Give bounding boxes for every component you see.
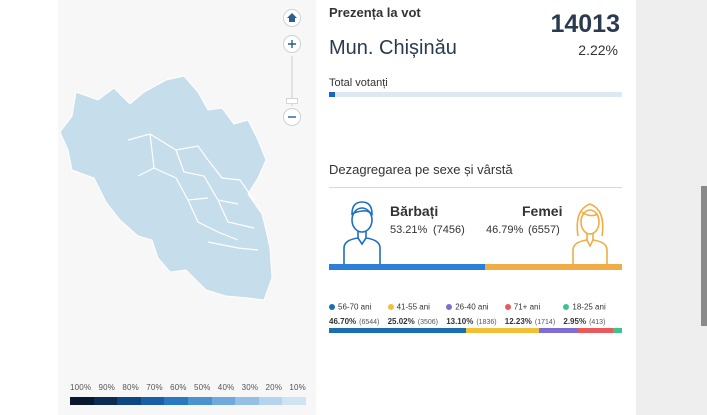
zoom-out-button[interactable] (283, 108, 301, 126)
age-share-bar (329, 328, 622, 333)
male-percent: 53.21% (390, 224, 428, 236)
female-share-segment (484, 264, 622, 270)
turnout-count: 14013 (550, 10, 620, 38)
age-group-percent: 2.95% (563, 317, 587, 327)
zoom-slider-handle[interactable] (286, 98, 298, 104)
home-icon (287, 13, 297, 22)
age-group-label: 71+ ani (513, 302, 541, 312)
minus-icon (288, 116, 296, 118)
right-gutter (636, 0, 707, 415)
age-group-count: (1714) (534, 319, 556, 327)
age-group-label: 18-25 ani (572, 302, 606, 312)
age-legend: 56-70 ani 46.70% (6544) 41-55 ani 25.02% (350… (329, 302, 622, 326)
age-share-segment (539, 328, 578, 333)
zoom-in-button[interactable] (283, 35, 301, 53)
male-label: Bărbați (390, 203, 439, 219)
age-group-item: 41-55 ani 25.02% (3506) (387, 302, 447, 327)
legend-swatch (70, 397, 94, 405)
age-group-dot-icon (563, 303, 570, 310)
stats-panel: Prezența la vot 14013 Mun. Chișinău 2.22… (316, 0, 636, 415)
scrollbar-thumb[interactable] (701, 186, 707, 326)
zoom-slider-track[interactable] (291, 56, 293, 106)
legend-label: 20% (265, 383, 283, 392)
legend-label: 50% (193, 383, 211, 392)
turnout-percent: 2.22% (578, 42, 618, 58)
map-legend: 100% 90% 80% 70% 60% 50% 40% 30% 20% 10% (70, 383, 306, 405)
male-avatar-icon (343, 201, 381, 264)
place-name: Mun. Chișinău (329, 37, 457, 59)
age-group-dot-icon (446, 303, 453, 310)
legend-swatch (93, 397, 118, 405)
age-group-label: 26-40 ani (455, 302, 489, 312)
sex-share-bar (329, 264, 622, 270)
age-group-count: (3506) (417, 319, 438, 327)
total-voters-bar (329, 92, 622, 97)
age-group-item: 18-25 ani 2.95% (413) (563, 302, 622, 326)
age-share-segment (329, 328, 466, 333)
age-group-count: (413) (589, 319, 606, 327)
turnout-label: Prezența la vot (329, 5, 421, 20)
map-panel[interactable] (58, 0, 316, 415)
age-group-percent: 12.23% (504, 317, 532, 327)
legend-swatch (235, 397, 259, 405)
age-group-percent: 13.10% (446, 317, 474, 327)
age-group-dot-icon (387, 303, 394, 310)
male-count: (7456) (433, 224, 465, 236)
home-button[interactable] (283, 9, 301, 27)
total-voters-label: Total votanți (329, 77, 388, 89)
age-share-segment (465, 328, 540, 333)
female-count: (6557) (528, 224, 560, 236)
age-group-item: 71+ ani 12.23% (1714) (504, 302, 564, 327)
legend-swatch (258, 397, 283, 405)
age-group-count: (1836) (476, 319, 497, 327)
female-avatar-icon (572, 203, 608, 264)
legend-label: 90% (98, 383, 116, 392)
legend-label: 30% (241, 383, 259, 392)
total-voters-bar-fill (329, 92, 336, 97)
legend-swatch (140, 397, 165, 405)
legend-labels: 100% 90% 80% 70% 60% 50% 40% 30% 20% 10% (70, 383, 306, 392)
legend-label: 60% (170, 383, 187, 392)
age-share-segment (613, 328, 622, 333)
age-group-item: 26-40 ani 13.10% (1836) (446, 302, 505, 326)
legend-label: 80% (122, 383, 139, 392)
age-group-item: 56-70 ani 46.70% (6544) (329, 302, 388, 326)
age-group-dot-icon (504, 303, 511, 310)
female-label: Femei (522, 203, 563, 219)
district-map[interactable] (58, 0, 316, 415)
male-share-segment (329, 264, 485, 270)
legend-swatch (282, 397, 306, 405)
district-region (59, 75, 273, 301)
age-share-segment (577, 328, 614, 333)
legend-color-scale (70, 397, 306, 405)
legend-label: 70% (146, 383, 163, 392)
sex-age-title: Dezagregarea pe sexe și vârstă (329, 162, 513, 177)
legend-label: 40% (217, 383, 235, 392)
legend-swatch (187, 397, 212, 405)
plus-icon (288, 40, 296, 48)
left-gutter (0, 0, 58, 415)
age-group-dot-icon (329, 303, 335, 310)
legend-swatch (211, 397, 236, 405)
legend-label: 100% (70, 383, 92, 392)
age-group-label: 56-70 ani (338, 302, 372, 312)
female-percent: 46.79% (486, 224, 524, 236)
legend-label: 10% (289, 383, 306, 392)
legend-swatch (164, 397, 188, 405)
age-group-count: (6544) (359, 319, 380, 327)
district-boundaries (127, 133, 259, 251)
age-group-label: 41-55 ani (396, 302, 430, 312)
age-group-percent: 46.70% (329, 317, 357, 327)
legend-swatch (117, 397, 141, 405)
divider (329, 187, 622, 188)
age-group-percent: 25.02% (387, 317, 415, 327)
